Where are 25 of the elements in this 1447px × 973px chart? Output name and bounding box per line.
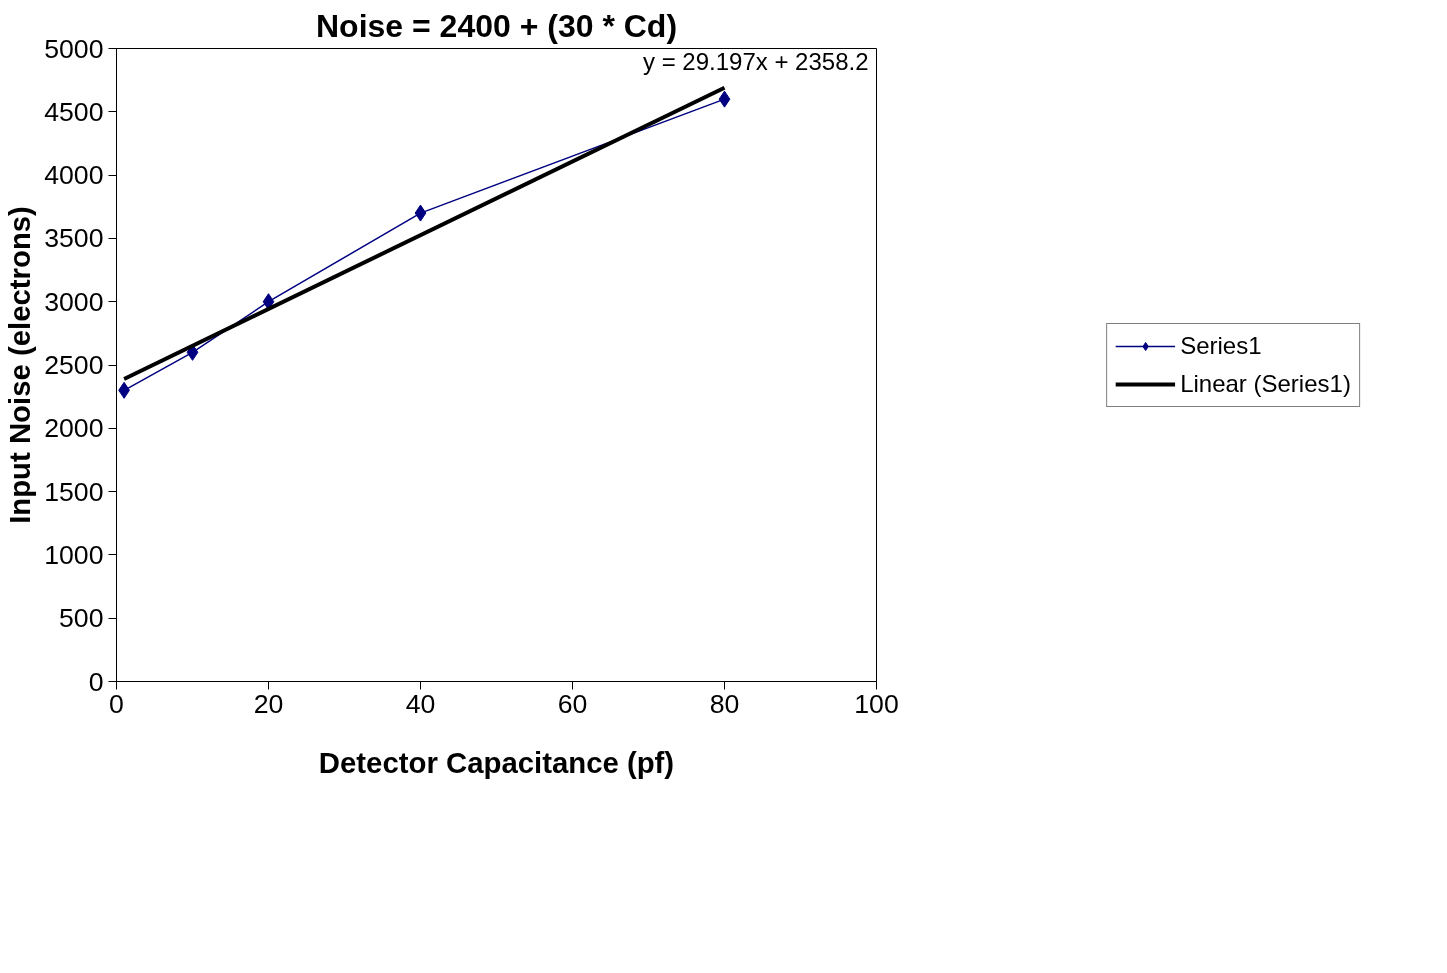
x-tick-label: 100 — [854, 688, 899, 719]
y-tick-label: 500 — [59, 603, 104, 634]
y-tick-label: 4500 — [44, 96, 104, 127]
y-tick-label: 5000 — [44, 33, 104, 64]
x-tick-label: 60 — [557, 688, 588, 719]
y-tick-label: 1000 — [44, 539, 104, 570]
y-tick-label: 2000 — [44, 413, 104, 444]
y-tick-label: 2500 — [44, 350, 104, 380]
x-tick-label: 20 — [253, 688, 284, 719]
y-tick-label: 4000 — [44, 160, 104, 191]
point — [718, 90, 731, 108]
x-axis-title: Detector Capacitance (pf) — [318, 745, 675, 779]
y-tick-label: 1500 — [44, 476, 104, 507]
x-tick-label: 40 — [405, 688, 436, 719]
annotation: y = 29.197x + 2358.2 — [642, 48, 869, 75]
y-tick-label: 3500 — [44, 223, 104, 254]
legend-label: Series1 — [1180, 331, 1262, 360]
x-tick-label: 0 — [109, 688, 124, 719]
y-tick-label: 0 — [88, 666, 104, 697]
point — [414, 204, 427, 222]
chart-title: Noise = 2400 + (30 * Cd) — [315, 7, 678, 44]
y-tick-label: 3000 — [44, 286, 104, 317]
y-axis-title: Input Noise (electrons) — [3, 206, 37, 524]
x-tick-label: 80 — [709, 688, 740, 719]
legend-label: Linear (Series1) — [1180, 369, 1351, 398]
